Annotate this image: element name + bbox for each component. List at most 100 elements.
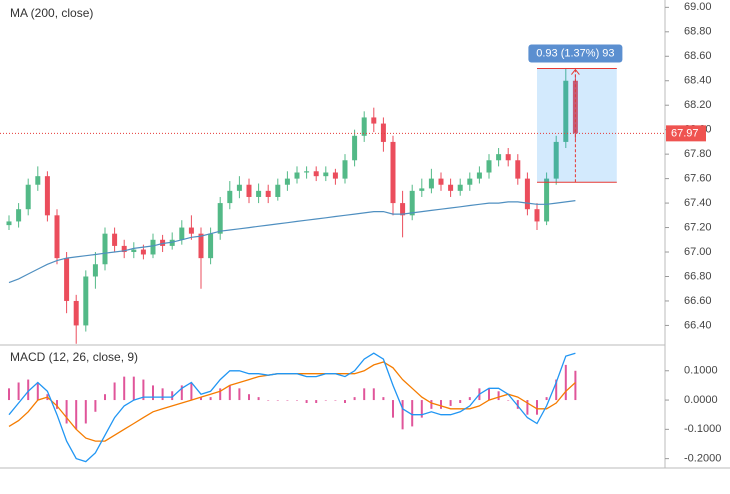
histogram-bar (276, 400, 279, 401)
histogram-bar (84, 400, 87, 424)
histogram-bar (564, 364, 567, 401)
candle-body (457, 184, 463, 191)
y-tick-label: 0.1000 (684, 365, 718, 377)
y-tick-label: -0.2000 (684, 453, 721, 465)
candle-body (54, 215, 60, 259)
histogram-bar (363, 388, 366, 401)
candle-body (188, 227, 194, 234)
histogram-bar (296, 400, 298, 401)
candle-body (265, 190, 271, 197)
candle-body (208, 233, 214, 259)
candle-body (515, 160, 521, 179)
candle-body (102, 233, 108, 265)
y-tick-label: -0.1000 (684, 423, 721, 435)
histogram-bar (324, 400, 327, 401)
histogram-bar (420, 400, 423, 418)
y-tick-label: 67.20 (684, 221, 712, 233)
candle-body (16, 209, 22, 222)
histogram-bar (315, 400, 318, 403)
histogram-bar (257, 397, 260, 401)
histogram-bar (305, 400, 308, 403)
histogram-bar (171, 391, 174, 401)
y-tick-label: 68.60 (684, 50, 712, 62)
candle-body (112, 233, 118, 246)
candle-body (419, 188, 425, 191)
candle-body (44, 176, 50, 216)
histogram-bar (180, 385, 183, 401)
candle-body (198, 233, 204, 259)
histogram-bar (392, 400, 394, 418)
candle-body (92, 264, 98, 277)
candle-body (73, 300, 79, 326)
candle-body (428, 178, 434, 189)
histogram-bar (190, 382, 193, 401)
candle-body (304, 171, 310, 173)
histogram-bar (372, 388, 375, 401)
histogram-bar (228, 385, 231, 401)
histogram-bar (449, 400, 452, 406)
candle-body (342, 160, 348, 179)
histogram-bar (27, 379, 30, 401)
candle-body (352, 135, 358, 161)
histogram-bar (555, 379, 558, 401)
candle-body (64, 258, 70, 301)
histogram-bar (497, 391, 500, 401)
histogram-bar (459, 400, 462, 403)
candle-body (563, 80, 569, 142)
histogram-bar (152, 385, 154, 401)
histogram-bar (468, 397, 471, 401)
candle-body (409, 190, 415, 216)
histogram-bar (334, 400, 337, 401)
histogram-bar (574, 370, 577, 401)
histogram-bar (411, 400, 414, 427)
histogram-bar (488, 388, 490, 401)
candle-body (323, 172, 329, 177)
histogram-bar (75, 400, 78, 430)
candle-body (217, 203, 223, 234)
histogram-bar (209, 397, 212, 401)
candle-body (6, 221, 12, 226)
histogram-bar (56, 400, 58, 409)
candle-body (294, 172, 300, 179)
histogram-bar (142, 379, 145, 401)
candle-body (371, 117, 377, 124)
candle-body (275, 184, 281, 197)
measure-label-bg (528, 44, 623, 63)
candle-body (35, 176, 41, 185)
last-price-label: 67.97 (671, 127, 699, 139)
histogram-bar (132, 376, 135, 401)
histogram-bar (219, 388, 222, 401)
histogram-bar (248, 394, 250, 401)
histogram-bar (344, 400, 346, 403)
ma-line (8, 200, 576, 284)
candle-body (284, 178, 290, 185)
histogram-bar (36, 382, 39, 401)
candle-body (332, 172, 338, 179)
histogram-bar (382, 397, 385, 401)
candle-body (390, 141, 396, 204)
histogram-bar (267, 400, 270, 401)
histogram-bar (17, 382, 20, 401)
y-tick-label: 0.0000 (684, 394, 718, 406)
candle-body (496, 154, 502, 161)
last-price-bg (666, 125, 706, 142)
histogram-bar (507, 400, 510, 401)
candle-body (313, 171, 319, 177)
candle-body (524, 178, 530, 210)
histogram-bar (353, 397, 356, 401)
pane-title: MACD (12, 26, close, 9) (10, 350, 138, 364)
y-tick-label: 67.00 (684, 246, 712, 258)
candle-body (467, 178, 473, 185)
histogram-bar (545, 397, 548, 401)
histogram-bar (401, 400, 404, 430)
measure-box (537, 68, 617, 183)
candle-body (553, 141, 559, 179)
histogram-bar (113, 382, 116, 401)
candle-body (83, 276, 89, 326)
histogram-bar (430, 400, 433, 409)
measure-arrow-head (571, 68, 580, 75)
candle-body (131, 249, 137, 253)
histogram-bar (161, 388, 164, 401)
